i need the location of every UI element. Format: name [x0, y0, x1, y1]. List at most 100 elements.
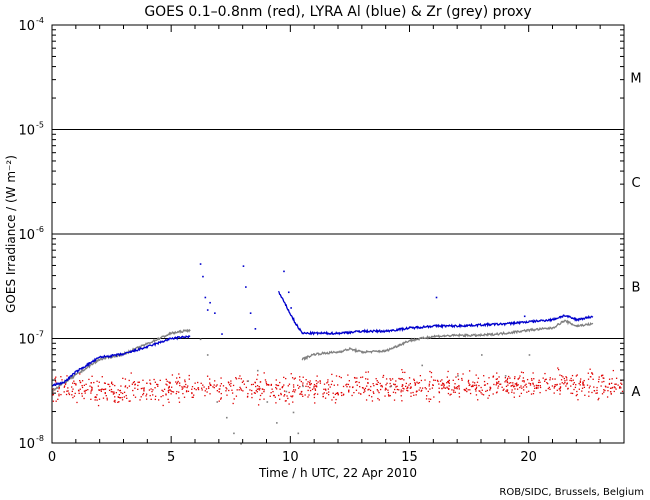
goes-data-point	[71, 394, 73, 396]
goes-data-point	[276, 384, 278, 387]
goes-data-point	[124, 385, 127, 387]
goes-data-point	[437, 380, 439, 383]
goes-data-point	[448, 382, 450, 385]
goes-data-point	[578, 388, 580, 390]
goes-data-point	[603, 389, 605, 391]
goes-data-point	[313, 385, 315, 388]
y-tick-exponent: -4	[36, 16, 44, 25]
goes-data-point	[66, 375, 68, 377]
goes-data-point	[104, 388, 107, 390]
goes-data-point	[506, 381, 509, 384]
goes-data-point	[68, 393, 71, 396]
goes-data-point	[559, 383, 561, 385]
goes-data-point	[130, 372, 132, 374]
goes-data-point	[507, 377, 509, 380]
goes-data-point	[168, 381, 170, 383]
goes-data-point	[509, 377, 511, 379]
goes-data-point	[240, 378, 242, 380]
goes-data-point	[547, 383, 549, 385]
goes-data-point	[254, 392, 256, 394]
goes-data-point	[299, 379, 301, 381]
goes-data-point	[323, 392, 325, 394]
goes-data-point	[443, 386, 445, 388]
lyra-al-outlier-point	[202, 275, 204, 278]
goes-data-point	[377, 381, 379, 383]
goes-data-point	[591, 391, 593, 394]
goes-data-point	[218, 400, 220, 402]
goes-data-point	[390, 379, 392, 381]
goes-data-point	[607, 386, 609, 388]
goes-data-point	[456, 386, 459, 388]
goes-data-point	[419, 375, 422, 377]
goes-data-point	[218, 388, 220, 390]
goes-data-point	[58, 393, 60, 395]
goes-data-point	[232, 402, 234, 405]
goes-data-point	[512, 382, 514, 384]
goes-data-point	[314, 402, 316, 404]
goes-data-point	[400, 395, 402, 397]
goes-data-point	[410, 387, 412, 389]
goes-data-point	[458, 388, 460, 390]
lyra-zr-outlier-point	[240, 443, 242, 445]
goes-data-point	[587, 378, 590, 380]
lyra-zr-outlier-point	[297, 432, 300, 435]
goes-data-point	[424, 379, 426, 381]
lyra-al-outlier-point	[435, 296, 438, 299]
goes-data-point	[128, 400, 130, 402]
goes-data-point	[293, 378, 295, 380]
goes-data-point	[218, 391, 220, 393]
goes-data-point	[122, 377, 124, 380]
goes-data-point	[63, 391, 65, 393]
goes-data-point	[121, 392, 124, 395]
goes-data-point	[377, 390, 379, 392]
goes-data-point	[429, 370, 431, 373]
goes-data-point	[505, 390, 507, 392]
goes-data-point	[179, 384, 181, 387]
goes-data-point	[209, 384, 212, 386]
goes-data-point	[559, 386, 562, 388]
goes-data-point	[488, 394, 490, 397]
goes-data-point	[205, 388, 208, 390]
goes-data-point	[426, 395, 428, 397]
goes-data-point	[385, 378, 388, 380]
goes-data-point	[346, 383, 348, 385]
goes-data-point	[322, 393, 324, 395]
goes-data-point	[600, 375, 603, 377]
goes-data-point	[483, 384, 486, 386]
goes-data-point	[513, 385, 516, 387]
goes-data-point	[363, 389, 366, 391]
goes-data-point	[535, 384, 538, 387]
goes-data-point	[129, 400, 131, 402]
goes-data-point	[508, 382, 510, 384]
lyra-zr-outlier-point	[276, 422, 278, 424]
goes-data-point	[209, 393, 211, 395]
goes-data-point	[154, 387, 156, 389]
goes-data-point	[279, 398, 281, 400]
goes-data-point	[443, 387, 445, 389]
goes-data-point	[97, 385, 99, 387]
goes-data-point	[589, 385, 591, 387]
goes-data-point	[561, 375, 563, 377]
goes-data-point	[168, 389, 170, 391]
goes-data-point	[452, 379, 454, 381]
goes-data-point	[415, 390, 418, 392]
goes-data-point	[201, 387, 203, 389]
goes-data-point	[565, 385, 567, 387]
goes-data-point	[438, 387, 440, 389]
goes-data-point	[486, 383, 489, 385]
goes-data-point	[259, 394, 262, 397]
goes-data-point	[253, 392, 256, 394]
goes-data-point	[368, 388, 370, 390]
goes-data-point	[90, 386, 93, 388]
goes-data-point	[539, 391, 541, 394]
goes-data-point	[167, 387, 170, 389]
goes-data-point	[55, 376, 57, 378]
goes-data-point	[193, 387, 196, 390]
goes-data-point	[340, 376, 342, 379]
goes-data-point	[407, 390, 409, 392]
goes-data-point	[165, 393, 167, 395]
lyra-al-outlier-point	[249, 312, 252, 314]
goes-data-point	[441, 382, 444, 384]
goes-data-point	[91, 389, 93, 391]
